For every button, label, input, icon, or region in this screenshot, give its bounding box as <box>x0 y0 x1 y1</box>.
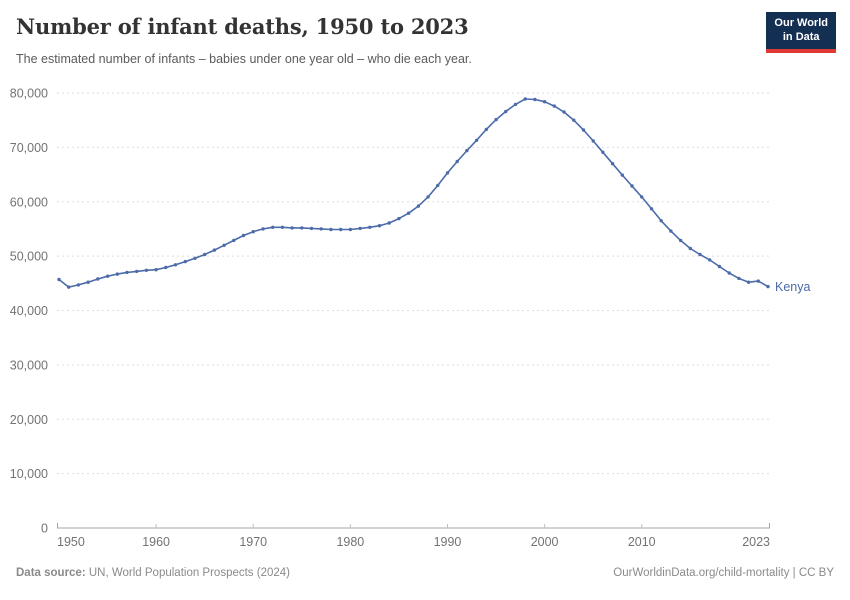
svg-text:40,000: 40,000 <box>10 304 48 318</box>
data-source: Data source: UN, World Population Prospe… <box>16 567 290 579</box>
series-line-kenya <box>58 98 769 288</box>
svg-text:2000: 2000 <box>531 535 559 549</box>
chart-subtitle: The estimated number of infants – babies… <box>16 52 472 66</box>
owid-logo[interactable]: Our World in Data <box>766 12 836 53</box>
chart-footer: Data source: UN, World Population Prospe… <box>16 567 834 579</box>
owid-logo-line2: in Data <box>782 30 820 43</box>
svg-text:70,000: 70,000 <box>10 141 48 155</box>
chart-svg: 0 10,000 20,000 30,000 40,000 50,000 60,000 70,… <box>10 87 811 550</box>
svg-text:80,000: 80,000 <box>10 87 48 101</box>
svg-text:30,000: 30,000 <box>10 358 48 372</box>
chart-title: Number of infant deaths, 1950 to 2023 <box>16 14 469 39</box>
svg-text:60,000: 60,000 <box>10 195 48 209</box>
owid-logo-line1: Our World <box>774 17 828 29</box>
line-chart[interactable]: 0 10,000 20,000 30,000 40,000 50,000 60,000 70,… <box>0 80 850 555</box>
svg-text:1990: 1990 <box>434 535 462 549</box>
series-label-kenya: Kenya <box>775 280 810 294</box>
svg-text:1950: 1950 <box>57 535 85 549</box>
svg-text:1960: 1960 <box>142 535 170 549</box>
svg-text:2010: 2010 <box>628 535 656 549</box>
svg-text:1970: 1970 <box>239 535 267 549</box>
data-source-label: Data source: <box>16 567 86 579</box>
data-source-text: UN, World Population Prospects (2024) <box>85 567 290 579</box>
svg-text:10,000: 10,000 <box>10 467 48 481</box>
svg-text:20,000: 20,000 <box>10 413 48 427</box>
svg-text:2023: 2023 <box>742 535 770 549</box>
credit-link[interactable]: OurWorldinData.org/child-mortality | CC … <box>613 567 834 579</box>
svg-text:1980: 1980 <box>336 535 364 549</box>
svg-text:50,000: 50,000 <box>10 250 48 264</box>
svg-text:0: 0 <box>41 522 48 536</box>
